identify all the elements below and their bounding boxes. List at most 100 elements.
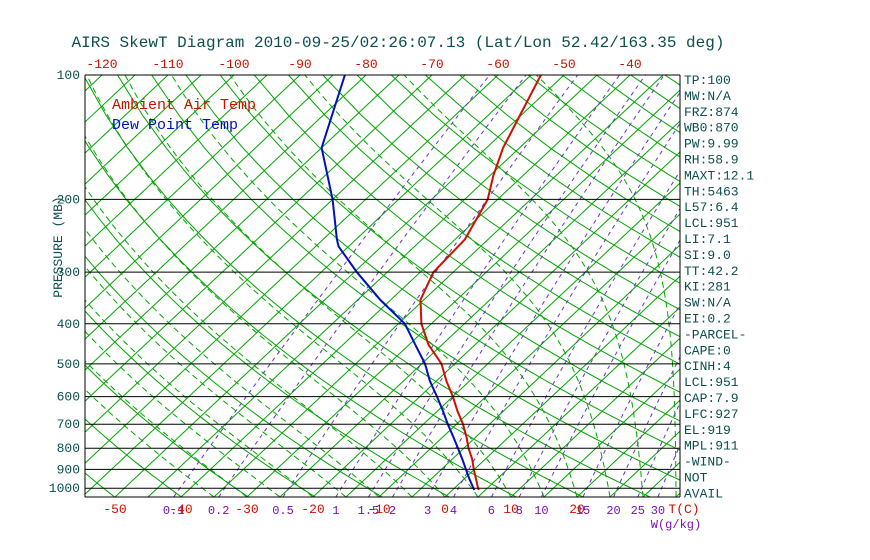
stat-line: TH:5463 [684,184,739,199]
stat-line: PW:9.99 [684,137,739,152]
bottom-temp-tick-label: -50 [103,502,126,517]
pressure-tick-label: 900 [57,462,80,477]
mixing-ratio-tick-label: 30 [651,504,665,518]
temp-unit-label: T(C) [668,502,699,517]
top-temp-tick-label: -110 [152,57,183,72]
dry-adiabat-line [85,418,182,497]
dry-adiabat-line [85,76,584,497]
mixing-ratio-tick-label: 0.2 [208,504,230,518]
moist-adiabat-line [229,75,578,497]
stat-line: RH:58.9 [684,153,739,168]
stat-line: TP:100 [684,73,731,88]
bottom-temp-tick-label: 0 [441,502,449,517]
mixing-ratio-tick-label: 0.5 [272,504,294,518]
isotherm-line [85,75,136,123]
chart-title: AIRS SkewT Diagram 2010-09-25/02:26:07.1… [71,34,725,52]
mixing-ratio-line [368,75,646,497]
isotherm-line [312,151,680,497]
stat-line: WB0:870 [684,121,739,136]
stat-line: -WIND- [684,455,731,470]
mixing-ratio-line [335,75,620,497]
mixing-ratio-line [613,355,680,497]
stat-line: KI:281 [684,280,731,295]
isotherm-line [85,75,499,464]
mixing-ratio-tick-label: 1.5 [358,504,380,518]
moist-adiabat-line [85,330,281,497]
isotherm-line [85,75,169,154]
moist-adiabat-line [536,75,677,497]
mixing-ratio-tick-label: 25 [631,504,645,518]
temperature-curve [419,75,542,491]
isotherm-line [345,182,680,497]
dry-adiabat-line [253,75,680,393]
legend-ambient-air-temp: Ambient Air Temp [112,97,256,114]
moist-adiabat-line [85,265,347,497]
pressure-tick-label: 200 [57,192,80,207]
isotherm-line [114,75,565,497]
mixing-ratio-line [282,75,579,497]
top-temp-tick-label: -120 [86,57,117,72]
stat-line: SI:9.0 [684,248,731,263]
stat-line: MW:N/A [684,89,731,104]
stat-line: MPL:911 [684,439,739,454]
pressure-tick-label: 700 [57,417,80,432]
dry-adiabat-line [85,310,316,497]
mixing-ratio-line [637,401,680,497]
mixing-ratio-tick-label: 1 [332,504,339,518]
stat-line: LI:7.1 [684,232,731,247]
moist-adiabat-line [124,75,512,497]
mixing-ratio-tick-label: 15 [576,504,590,518]
stat-line: MAXT:12.1 [684,168,754,183]
bottom-temp-tick-label: 10 [503,502,519,517]
mixing-ratio-tick-label: 6 [488,504,495,518]
isotherm-line [609,430,680,497]
moist-adiabat-line [304,75,611,497]
mixing-ratio-line [490,170,680,497]
moist-adiabat-line [86,75,479,497]
isotherm-line [85,75,235,216]
dry-adiabat-line [630,75,680,110]
mixing-ratio-line [582,303,680,497]
isotherm-line [477,306,680,497]
mixing-ratio-tick-label: 4 [450,504,457,518]
isotherm-line [85,75,466,433]
stat-line: LCL:951 [684,216,739,231]
mixing-ratio-tick-label: 10 [534,504,548,518]
moist-adiabat-line [85,135,446,497]
dry-adiabat-line [85,364,249,497]
mixing-ratio-line [453,122,680,497]
dry-adiabat-line [151,75,680,481]
mixing-ratio-tick-label: 3 [424,504,431,518]
legend-dew-point-temp: Dew Point Temp [112,117,238,134]
dry-adiabat-line [185,75,680,451]
pressure-tick-label: 500 [57,357,80,372]
moist-adiabat-line [85,360,248,497]
dry-adiabat-line [459,75,680,233]
bottom-temp-tick-label: -20 [301,502,324,517]
isotherm-line [85,75,301,278]
pressure-tick-label: 800 [57,441,80,456]
mixing-ratio-line [540,239,680,497]
isotherm-line [543,368,680,497]
isotherm-line [85,75,400,371]
dry-adiabat-line [117,75,651,497]
stat-line: -PARCEL- [684,327,746,342]
dry-adiabat-line [85,139,517,497]
mixing-ratio-line [173,75,490,497]
moist-adiabat-line [403,75,644,497]
stat-line: SW:N/A [684,296,731,311]
top-temp-tick-label: -70 [420,57,443,72]
dry-adiabat-line [219,75,680,422]
isotherm-line [213,75,664,497]
stat-line: CAP:7.9 [684,391,739,406]
dry-adiabat-line [85,199,450,497]
stat-line: FRZ:874 [684,105,739,120]
isotherm-line [378,213,680,497]
isotherm-line [510,337,680,497]
isotherm-line [85,75,433,402]
bottom-temp-tick-label: -40 [169,502,192,517]
mixing-ratio-line [218,75,527,497]
pressure-tick-label: 100 [57,68,80,83]
bottom-temp-tick-label: 20 [569,502,585,517]
